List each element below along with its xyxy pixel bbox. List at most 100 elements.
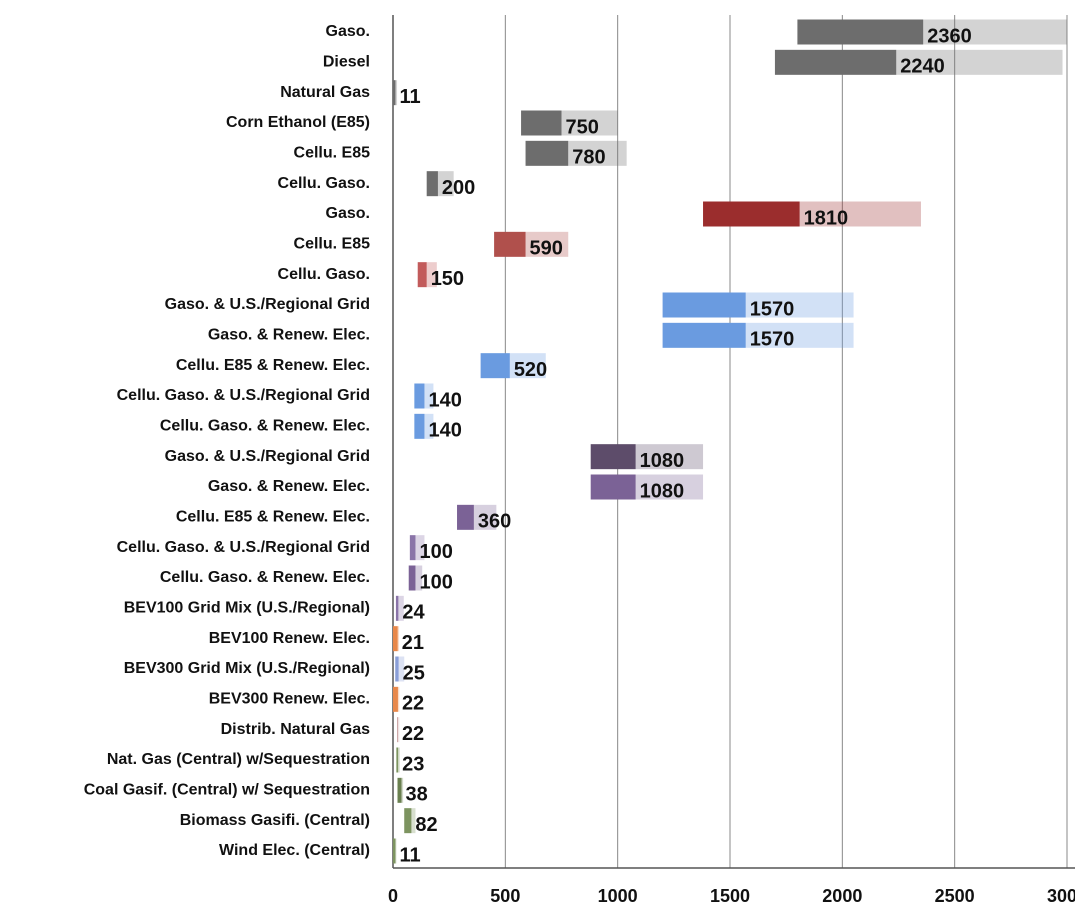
value-label: 2360 xyxy=(927,25,972,47)
bar-range-lower xyxy=(525,140,569,166)
bar-range-lower xyxy=(393,626,398,652)
bar-range-upper xyxy=(568,140,627,166)
x-tick-label: 500 xyxy=(490,886,520,906)
value-label: 11 xyxy=(399,844,420,866)
bar-range-lower xyxy=(395,656,399,682)
category-label: Cellu. Gaso. & Renew. Elec. xyxy=(160,418,370,435)
bar-range-lower xyxy=(404,808,412,834)
category-label: Cellu. Gaso. & Renew. Elec. xyxy=(160,569,370,586)
bar-range-lower xyxy=(426,171,438,197)
category-label: BEV100 Renew. Elec. xyxy=(209,630,370,647)
bar-range-upper xyxy=(397,686,400,712)
bar-range-upper xyxy=(415,535,425,561)
bar-range-lower xyxy=(414,413,425,439)
category-label: Cellu. E85 xyxy=(294,236,371,253)
category-label: Gaso. xyxy=(326,23,370,40)
bar-range-upper xyxy=(398,656,405,682)
bar-range-lower xyxy=(774,49,897,75)
value-label: 140 xyxy=(428,420,461,442)
bar-range-lower xyxy=(662,322,746,348)
bar-range-lower xyxy=(409,535,416,561)
category-label: Cellu. Gaso. xyxy=(278,266,370,283)
bar-range-lower xyxy=(662,292,746,318)
bar-range-upper xyxy=(411,808,416,834)
category-label: Wind Elec. (Central) xyxy=(219,842,370,859)
value-label: 22 xyxy=(402,723,424,745)
bar-range-upper xyxy=(424,383,434,409)
category-label: Nat. Gas (Central) w/Sequestration xyxy=(107,751,370,768)
category-label: Distrib. Natural Gas xyxy=(221,721,370,738)
category-label: Cellu. Gaso. & U.S./Regional Grid xyxy=(117,387,370,404)
bar-range-upper xyxy=(424,413,434,439)
value-label: 100 xyxy=(419,571,452,593)
category-label: Cellu. E85 & Renew. Elec. xyxy=(176,357,370,374)
bar-range-lower xyxy=(521,110,562,136)
bar-range-upper xyxy=(509,353,546,379)
bar-range-upper xyxy=(745,322,854,348)
bar-range-upper xyxy=(745,292,854,318)
value-label: 520 xyxy=(514,359,547,381)
category-label: BEV300 Grid Mix (U.S./Regional) xyxy=(124,660,370,677)
value-label: 22 xyxy=(402,693,424,715)
x-tick-label: 1000 xyxy=(598,886,638,906)
value-label: 1810 xyxy=(804,207,849,229)
category-label: Cellu. E85 xyxy=(294,145,371,162)
value-label: 150 xyxy=(431,268,464,290)
bar-range-lower xyxy=(393,838,396,864)
bar-range-lower xyxy=(590,444,636,470)
value-label: 140 xyxy=(428,389,461,411)
bar-range-lower xyxy=(457,504,474,530)
value-label: 38 xyxy=(406,784,428,806)
bar-range-upper xyxy=(635,444,704,470)
category-label: Gaso. xyxy=(326,205,370,222)
x-tick-label: 2500 xyxy=(935,886,975,906)
bar-range-lower xyxy=(590,474,636,500)
value-label: 750 xyxy=(566,116,599,138)
bar-range-lower xyxy=(396,747,399,773)
x-tick-label: 3000 xyxy=(1047,886,1075,906)
value-label: 2240 xyxy=(900,56,945,78)
category-label: Biomass Gasifi. (Central) xyxy=(180,812,370,829)
value-label: 100 xyxy=(419,541,452,563)
value-label: 1080 xyxy=(640,480,685,502)
bar-range-upper xyxy=(426,262,437,288)
category-label: BEV300 Renew. Elec. xyxy=(209,691,370,708)
bar-range-upper xyxy=(415,565,423,591)
bar-range-lower xyxy=(395,595,399,621)
value-label: 24 xyxy=(402,602,425,624)
category-label: Natural Gas xyxy=(280,84,370,101)
value-label: 1080 xyxy=(640,450,685,472)
bar-range-upper xyxy=(923,19,1067,45)
category-label: Cellu. Gaso. xyxy=(278,175,370,192)
category-label: Gaso. & Renew. Elec. xyxy=(208,327,370,344)
bar-range-lower xyxy=(414,383,425,409)
category-label: Gaso. & U.S./Regional Grid xyxy=(165,448,370,465)
category-label: Gaso. & U.S./Regional Grid xyxy=(165,296,370,313)
bar-range-lower xyxy=(397,717,398,743)
value-label: 82 xyxy=(415,814,437,836)
bar-range-lower xyxy=(393,686,398,712)
category-label: Diesel xyxy=(323,54,370,71)
bar-range-upper xyxy=(525,231,569,257)
bar-range-lower xyxy=(494,231,526,257)
bar-range-upper xyxy=(473,504,497,530)
bar-range-upper xyxy=(397,717,400,743)
value-label: 780 xyxy=(572,147,605,169)
bar-range-upper xyxy=(398,747,400,773)
value-label: 11 xyxy=(399,86,420,108)
bar-range-lower xyxy=(797,19,924,45)
value-label: 200 xyxy=(442,177,475,199)
bar-range-lower xyxy=(408,565,416,591)
bar-range-lower xyxy=(397,777,402,803)
bar-range-upper xyxy=(896,49,1063,75)
bar-range-lower xyxy=(703,201,800,227)
value-label: 1570 xyxy=(750,329,795,351)
bar-range-upper xyxy=(799,201,921,227)
x-tick-label: 2000 xyxy=(822,886,862,906)
bar-range-upper xyxy=(437,171,454,197)
value-label: 21 xyxy=(402,632,424,654)
bar-range-lower xyxy=(480,353,510,379)
bar-range-upper xyxy=(401,777,404,803)
category-label: Coal Gasif. (Central) w/ Sequestration xyxy=(84,782,370,799)
value-label: 1570 xyxy=(750,298,795,320)
